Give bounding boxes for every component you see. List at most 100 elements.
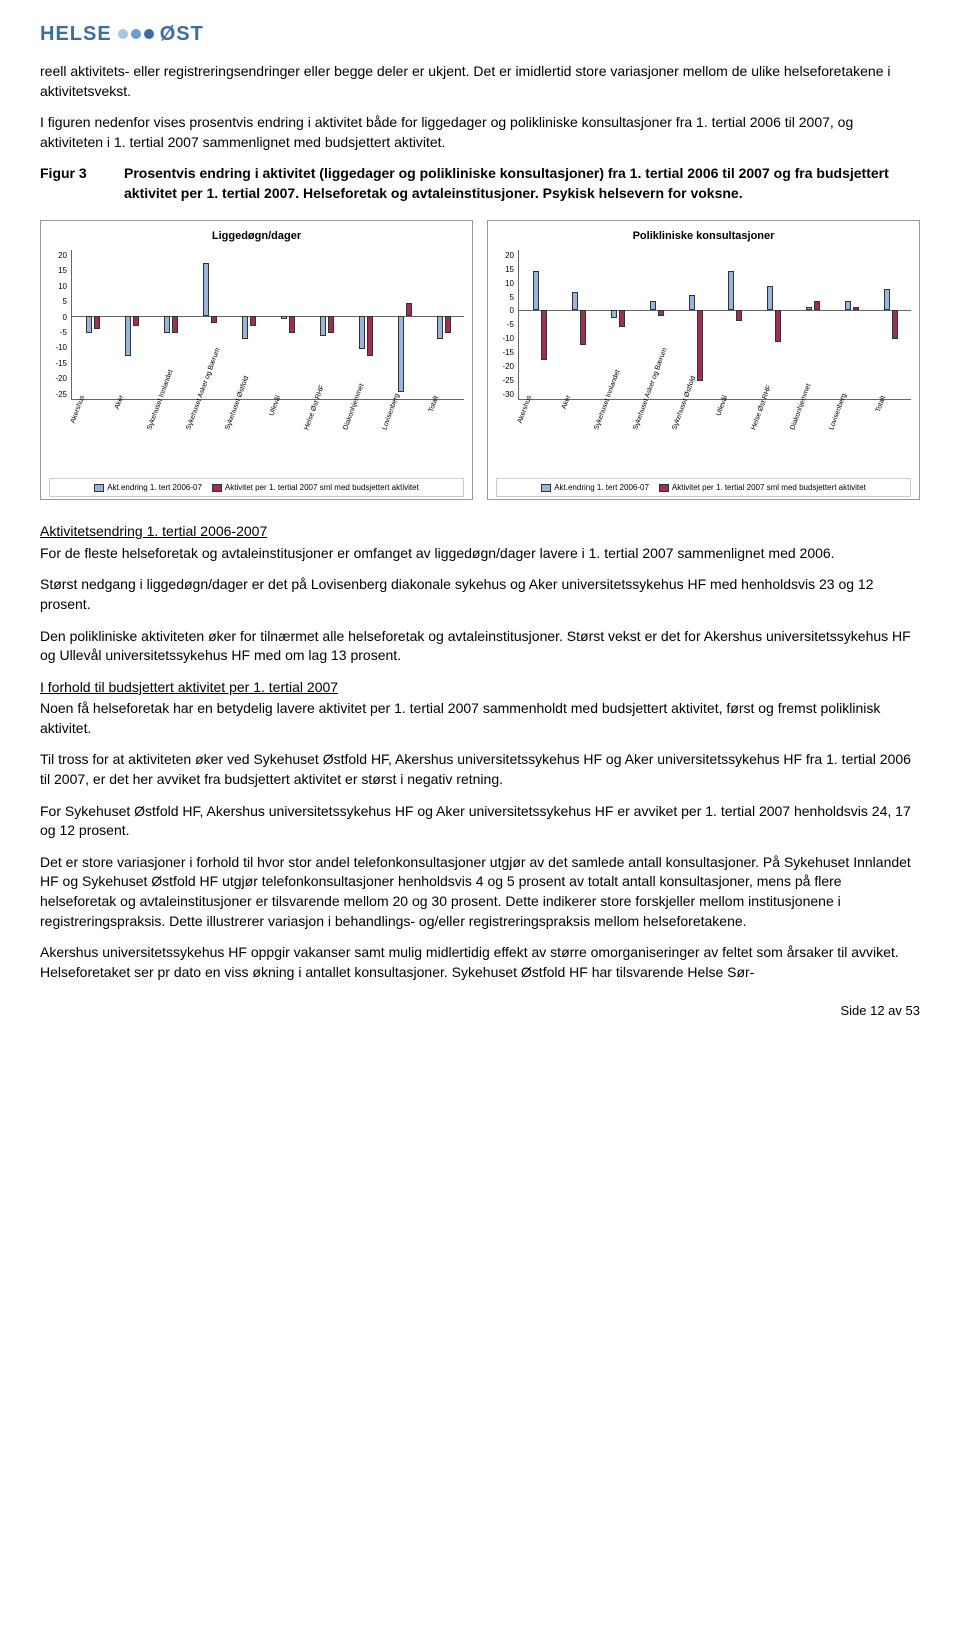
bar bbox=[250, 316, 256, 326]
body-paragraph: Noen få helseforetak har en betydelig la… bbox=[40, 699, 920, 738]
chart-title: Liggedøgn/dager bbox=[49, 229, 464, 244]
bar bbox=[736, 310, 742, 322]
bar-group bbox=[794, 250, 831, 399]
y-tick-label: 15 bbox=[49, 265, 67, 276]
section-heading: Aktivitetsendring 1. tertial 2006-2007 bbox=[40, 522, 920, 542]
bar bbox=[172, 316, 178, 333]
bar bbox=[853, 307, 859, 310]
bar bbox=[437, 316, 443, 339]
bar bbox=[619, 310, 625, 328]
bar-group bbox=[308, 250, 345, 399]
bar bbox=[767, 286, 773, 310]
y-tick-label: -25 bbox=[49, 389, 67, 400]
charts-row: Liggedøgn/dager20151050-5-10-15-20-25Ake… bbox=[40, 220, 920, 501]
bar-group bbox=[425, 250, 462, 399]
bar bbox=[133, 316, 139, 326]
body-paragraph: For de fleste helseforetak og avtaleinst… bbox=[40, 544, 920, 564]
legend-swatch-icon bbox=[659, 484, 669, 492]
y-axis: 20151050-5-10-15-20-25 bbox=[49, 250, 71, 400]
legend-item: Aktivitet per 1. tertial 2007 sml med bu… bbox=[212, 482, 419, 493]
logo-text-left: HELSE bbox=[40, 20, 112, 48]
body-paragraph: Det er store variasjoner i forhold til h… bbox=[40, 853, 920, 931]
bar bbox=[406, 303, 412, 316]
bar bbox=[359, 316, 365, 349]
legend-swatch-icon bbox=[94, 484, 104, 492]
body-paragraph: Akershus universitetssykehus HF oppgir v… bbox=[40, 943, 920, 982]
bar bbox=[775, 310, 781, 343]
bar bbox=[611, 310, 617, 319]
bar bbox=[289, 316, 295, 333]
logo-dots-icon bbox=[118, 29, 154, 39]
bar bbox=[445, 316, 451, 333]
body-paragraph: Den polikliniske aktiviteten øker for ti… bbox=[40, 627, 920, 666]
bar bbox=[367, 316, 373, 356]
bar bbox=[845, 301, 851, 310]
x-axis: AkershusAkerSykehuset InnlandetSykehuset… bbox=[71, 400, 464, 438]
bar-group bbox=[833, 250, 870, 399]
bar bbox=[398, 316, 404, 392]
y-tick-label: 0 bbox=[496, 305, 514, 316]
bar bbox=[94, 316, 100, 329]
y-tick-label: 10 bbox=[49, 281, 67, 292]
zero-line bbox=[519, 310, 911, 311]
y-tick-label: 20 bbox=[49, 250, 67, 261]
x-tick-label: Totalt bbox=[419, 394, 469, 443]
bar bbox=[814, 301, 820, 310]
section-heading: I forhold til budsjettert aktivitet per … bbox=[40, 678, 920, 698]
y-tick-label: -10 bbox=[49, 342, 67, 353]
bar bbox=[164, 316, 170, 333]
bar bbox=[572, 292, 578, 310]
legend-item: Aktivitet per 1. tertial 2007 sml med bu… bbox=[659, 482, 866, 493]
bar-group bbox=[716, 250, 753, 399]
bar bbox=[533, 271, 539, 310]
bar bbox=[211, 316, 217, 323]
bar bbox=[580, 310, 586, 346]
y-axis: 20151050-5-10-15-20-25-30 bbox=[496, 250, 518, 400]
bar-group bbox=[872, 250, 909, 399]
legend-item: Akt.endring 1. tert 2006-07 bbox=[94, 482, 202, 493]
bar bbox=[242, 316, 248, 339]
figure-label: Figur 3 bbox=[40, 164, 100, 203]
legend-swatch-icon bbox=[541, 484, 551, 492]
bar bbox=[884, 289, 890, 310]
plot-area bbox=[71, 250, 464, 400]
y-tick-label: 10 bbox=[496, 278, 514, 289]
legend-label: Akt.endring 1. tert 2006-07 bbox=[107, 482, 202, 493]
bar bbox=[892, 310, 898, 340]
legend-label: Aktivitet per 1. tertial 2007 sml med bu… bbox=[225, 482, 419, 493]
dot-icon bbox=[131, 29, 141, 39]
bar bbox=[86, 316, 92, 333]
body-paragraph: Til tross for at aktiviteten øker ved Sy… bbox=[40, 750, 920, 789]
heading-text: Aktivitetsendring 1. tertial 2006-2007 bbox=[40, 523, 267, 539]
bar-group bbox=[386, 250, 423, 399]
y-tick-label: 20 bbox=[496, 250, 514, 261]
figure-caption: Figur 3 Prosentvis endring i aktivitet (… bbox=[40, 164, 920, 203]
y-tick-label: 5 bbox=[496, 292, 514, 303]
bar bbox=[281, 316, 287, 319]
y-tick-label: -5 bbox=[49, 327, 67, 338]
body-paragraph: reell aktivitets- eller registreringsend… bbox=[40, 62, 920, 101]
bar-group bbox=[269, 250, 306, 399]
bar-group bbox=[347, 250, 384, 399]
y-tick-label: -20 bbox=[49, 373, 67, 384]
legend-label: Aktivitet per 1. tertial 2007 sml med bu… bbox=[672, 482, 866, 493]
chart-title: Polikliniske konsultasjoner bbox=[496, 229, 911, 244]
y-tick-label: 0 bbox=[49, 312, 67, 323]
heading-text: I forhold til budsjettert aktivitet per … bbox=[40, 679, 338, 695]
dot-icon bbox=[144, 29, 154, 39]
chart-legend: Akt.endring 1. tert 2006-07 Aktivitet per… bbox=[49, 478, 464, 497]
bar bbox=[658, 310, 664, 316]
logo-text-right: ØST bbox=[160, 20, 204, 48]
bar-group bbox=[74, 250, 111, 399]
plot-area bbox=[518, 250, 911, 400]
dot-icon bbox=[118, 29, 128, 39]
page-footer: Side 12 av 53 bbox=[40, 1002, 920, 1020]
bar-group bbox=[560, 250, 597, 399]
y-tick-label: 5 bbox=[49, 296, 67, 307]
bar bbox=[203, 263, 209, 316]
bar-group bbox=[521, 250, 558, 399]
bar bbox=[125, 316, 131, 356]
legend-label: Akt.endring 1. tert 2006-07 bbox=[554, 482, 649, 493]
bar bbox=[320, 316, 326, 336]
y-tick-label: 15 bbox=[496, 264, 514, 275]
